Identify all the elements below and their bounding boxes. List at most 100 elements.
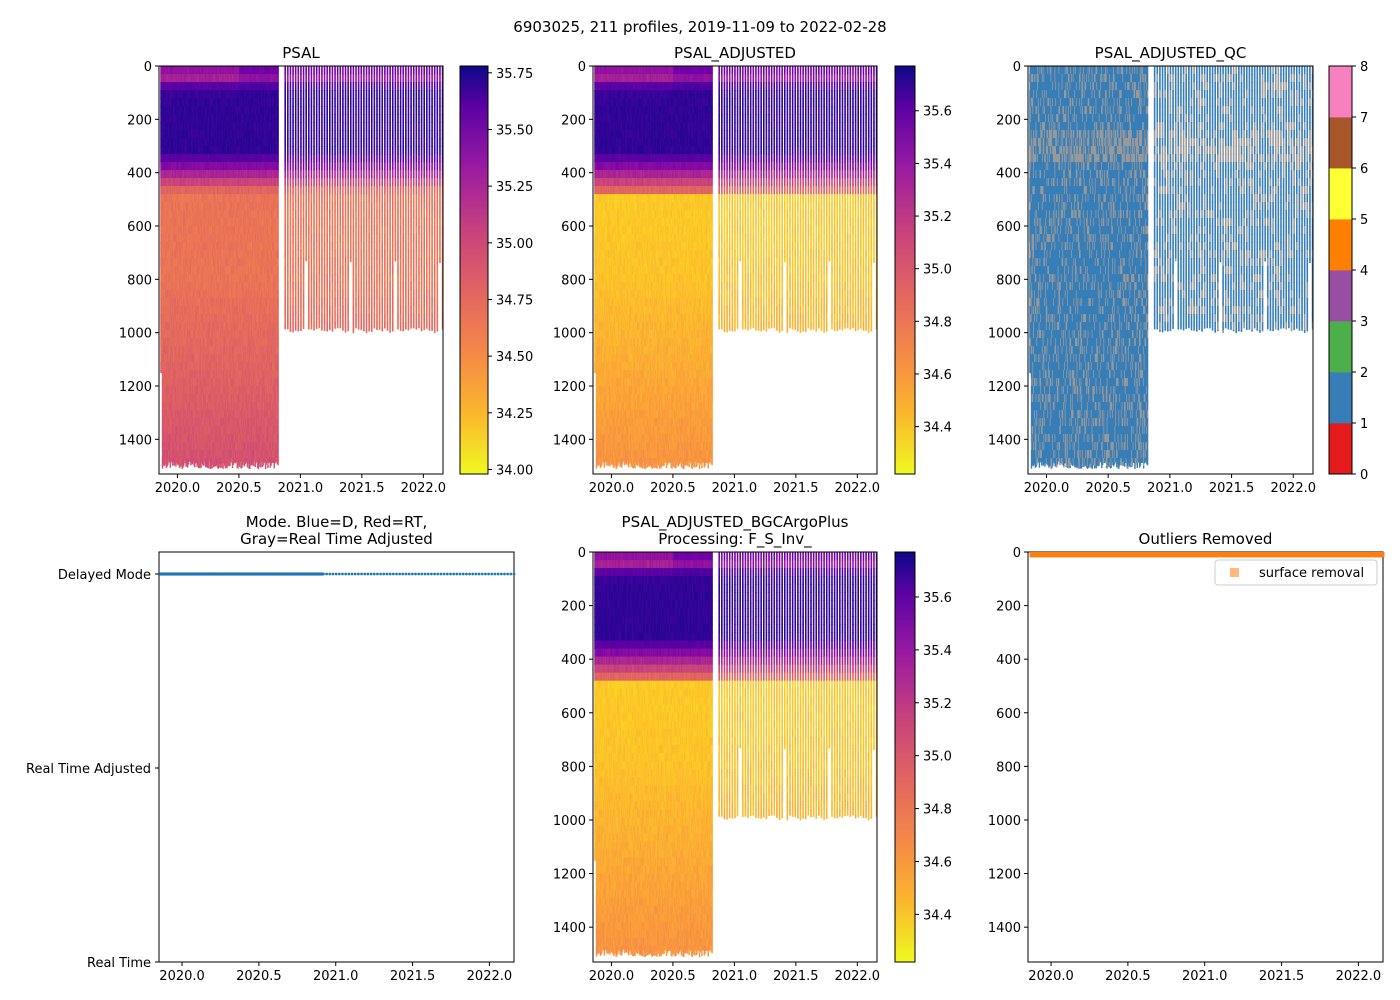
heatmap-cell bbox=[197, 298, 199, 307]
heatmap-cell bbox=[182, 258, 184, 267]
heatmap-cell bbox=[169, 346, 172, 355]
heatmap-cell bbox=[204, 362, 206, 371]
heatmap-cell bbox=[222, 322, 224, 331]
heatmap-cell bbox=[227, 394, 229, 403]
heatmap-cell bbox=[227, 146, 229, 155]
heatmap-cell bbox=[216, 450, 219, 459]
heatmap-cell bbox=[209, 138, 211, 147]
heatmap-cell bbox=[229, 354, 231, 363]
heatmap-cell bbox=[175, 434, 177, 443]
heatmap-cell bbox=[170, 226, 172, 235]
heatmap-cell bbox=[234, 218, 237, 227]
heatmap-cell bbox=[203, 378, 205, 387]
heatmap-cell bbox=[198, 210, 200, 219]
heatmap-cell bbox=[203, 410, 205, 419]
heatmap-cell bbox=[231, 298, 234, 307]
heatmap-cell bbox=[162, 210, 164, 219]
heatmap-cell bbox=[215, 442, 217, 451]
heatmap-cell bbox=[210, 66, 212, 75]
heatmap-cell bbox=[215, 234, 217, 243]
heatmap-cell bbox=[205, 66, 207, 75]
heatmap-cell bbox=[166, 322, 168, 331]
heatmap-cell bbox=[172, 98, 175, 107]
heatmap-cell bbox=[216, 370, 219, 379]
heatmap-cell bbox=[228, 450, 231, 459]
heatmap-cell bbox=[172, 218, 174, 227]
heatmap-cell bbox=[226, 194, 228, 203]
heatmap-cell bbox=[163, 114, 165, 123]
heatmap-cell bbox=[231, 194, 233, 203]
heatmap-cell bbox=[162, 258, 164, 267]
heatmap-cell bbox=[166, 274, 168, 283]
heatmap-cell bbox=[216, 410, 219, 419]
heatmap-cell bbox=[168, 202, 171, 211]
heatmap-cell bbox=[172, 418, 174, 427]
heatmap-cell bbox=[165, 346, 168, 355]
heatmap-cell bbox=[231, 138, 233, 147]
heatmap-cell bbox=[229, 242, 231, 251]
heatmap-cell bbox=[181, 458, 183, 467]
heatmap-cell bbox=[190, 426, 193, 435]
heatmap-cell bbox=[190, 402, 192, 411]
heatmap-cell bbox=[168, 442, 171, 451]
heatmap-cell bbox=[168, 338, 170, 347]
heatmap-cell bbox=[203, 226, 205, 235]
heatmap-cell bbox=[186, 138, 189, 147]
heatmap-cell bbox=[189, 242, 191, 251]
heatmap-cell bbox=[233, 170, 235, 179]
heatmap-cell bbox=[175, 218, 178, 227]
heatmap-cell bbox=[227, 402, 230, 411]
heatmap-cell bbox=[168, 410, 171, 419]
heatmap-cell bbox=[212, 338, 214, 347]
heatmap-cell bbox=[233, 106, 235, 115]
heatmap-cell bbox=[227, 322, 230, 331]
heatmap-cell bbox=[163, 458, 165, 467]
heatmap-cell bbox=[228, 202, 231, 211]
heatmap-cell bbox=[205, 74, 207, 83]
heatmap-cell bbox=[216, 354, 218, 363]
heatmap-cell bbox=[185, 442, 187, 451]
heatmap-cell bbox=[210, 322, 212, 331]
heatmap-cell bbox=[202, 218, 205, 227]
heatmap-cell bbox=[180, 106, 183, 115]
heatmap-cell bbox=[194, 242, 196, 251]
heatmap-cell bbox=[224, 258, 227, 267]
heatmap-cell bbox=[221, 154, 223, 163]
heatmap-cell bbox=[211, 122, 213, 131]
heatmap-cell bbox=[193, 426, 195, 435]
heatmap-cell bbox=[231, 170, 234, 179]
heatmap-cell bbox=[217, 346, 220, 355]
heatmap-cell bbox=[179, 114, 181, 123]
heatmap-cell bbox=[201, 282, 203, 291]
heatmap-cell bbox=[228, 226, 231, 235]
heatmap-cell bbox=[174, 90, 176, 99]
heatmap-cell bbox=[224, 74, 227, 83]
heatmap-cell bbox=[237, 138, 239, 147]
heatmap-cell bbox=[175, 226, 178, 235]
heatmap-cell bbox=[175, 354, 178, 363]
heatmap-cell bbox=[175, 322, 178, 331]
heatmap-cell bbox=[178, 234, 180, 243]
heatmap-cell bbox=[196, 194, 198, 203]
heatmap-cell bbox=[230, 442, 232, 451]
heatmap-cell bbox=[218, 290, 220, 299]
heatmap-cell bbox=[206, 442, 209, 451]
heatmap-cell bbox=[177, 210, 179, 219]
heatmap-cell bbox=[205, 114, 207, 123]
heatmap-cell bbox=[181, 106, 183, 115]
heatmap-cell bbox=[201, 74, 203, 83]
heatmap-cell bbox=[227, 170, 229, 179]
heatmap-cell bbox=[235, 442, 238, 451]
heatmap-cell bbox=[206, 426, 209, 435]
heatmap-cell bbox=[220, 114, 223, 123]
heatmap-cell bbox=[231, 90, 233, 99]
heatmap-cell bbox=[186, 442, 189, 451]
heatmap-cell bbox=[213, 394, 216, 403]
heatmap-cell bbox=[168, 274, 171, 283]
heatmap-cell bbox=[226, 306, 228, 315]
heatmap-cell bbox=[213, 162, 216, 171]
heatmap-cell bbox=[172, 370, 174, 379]
heatmap-cell bbox=[188, 418, 190, 427]
heatmap-cell bbox=[224, 306, 227, 315]
heatmap-cell bbox=[183, 170, 185, 179]
